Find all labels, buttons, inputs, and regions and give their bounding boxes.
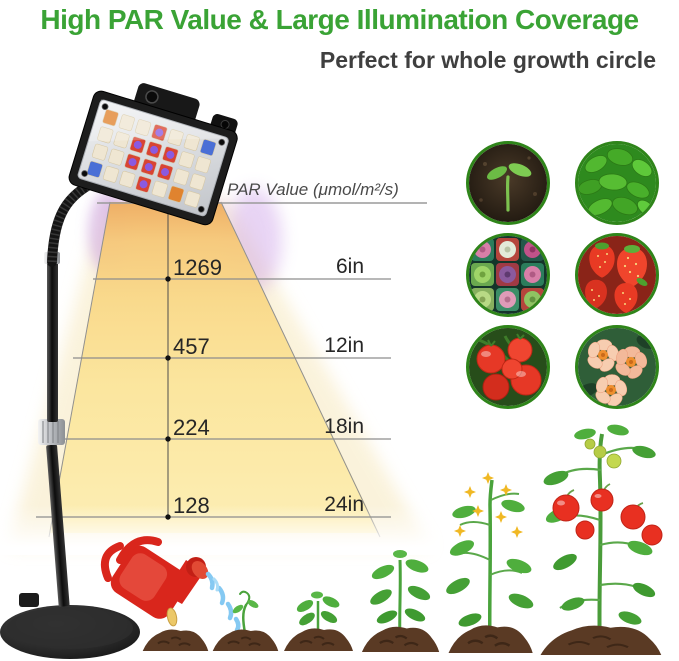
plant-photo-seedling	[466, 141, 550, 225]
soil-mounds	[142, 625, 662, 655]
stage-young-plant	[370, 550, 431, 641]
plant-photo-flowers	[575, 325, 659, 409]
center-axis	[165, 205, 171, 520]
page-title: High PAR Value & Large Illumination Cove…	[40, 4, 639, 35]
stage-sprout	[232, 590, 259, 635]
growth-stages	[142, 424, 663, 655]
page-subtitle: Perfect for whole growth circle	[319, 47, 656, 73]
water-drops	[205, 571, 241, 633]
plant-photo-strawberries	[575, 233, 659, 317]
par-value-18in: 224	[173, 415, 210, 440]
distance-label-6in: 6in	[335, 255, 364, 278]
yellow-flowers	[454, 472, 523, 538]
stage-tomato-plant	[543, 424, 663, 651]
led-array	[86, 99, 230, 208]
grow-light-head	[68, 83, 238, 226]
par-value-12in: 457	[173, 334, 210, 359]
distance-label-18in: 18in	[324, 415, 364, 438]
plant-photo-succulents	[466, 233, 550, 317]
distance-label-24in: 24in	[324, 493, 364, 516]
measurement-lines	[36, 278, 391, 518]
stage-seedling	[296, 591, 340, 634]
stage-flowering-plant	[446, 472, 534, 649]
par-value-24in: 128	[173, 493, 210, 518]
watering-can	[101, 536, 209, 619]
distance-label-12in: 12in	[324, 334, 364, 357]
plant-photo-mint	[575, 141, 659, 225]
height-clamp	[38, 419, 65, 445]
stage-seed	[166, 607, 178, 627]
tomatoes	[552, 438, 663, 546]
par-value-label: PAR Value (μmol/m²/s)	[227, 180, 399, 199]
plant-photo-tomatoes	[466, 325, 550, 409]
par-value-6in: 1269	[173, 255, 222, 280]
light-cone	[0, 201, 440, 555]
